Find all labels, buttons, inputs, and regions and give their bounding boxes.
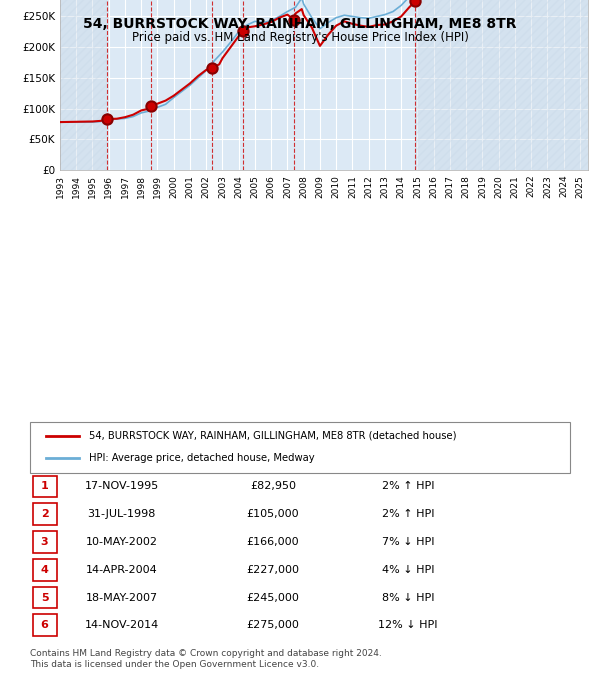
Text: 4: 4 [41, 565, 49, 575]
Text: 2: 2 [41, 509, 49, 520]
Text: £105,000: £105,000 [247, 509, 299, 520]
Text: 8% ↓ HPI: 8% ↓ HPI [382, 592, 434, 602]
Point [239, 25, 248, 36]
Text: £227,000: £227,000 [247, 565, 299, 575]
Text: 54, BURRSTOCK WAY, RAINHAM, GILLINGHAM, ME8 8TR: 54, BURRSTOCK WAY, RAINHAM, GILLINGHAM, … [83, 17, 517, 31]
FancyBboxPatch shape [33, 475, 57, 497]
Text: 6: 6 [41, 620, 49, 630]
Text: £166,000: £166,000 [247, 537, 299, 547]
Text: 2% ↑ HPI: 2% ↑ HPI [382, 481, 434, 492]
Text: 4% ↓ HPI: 4% ↓ HPI [382, 565, 434, 575]
Text: 31-JUL-1998: 31-JUL-1998 [88, 509, 156, 520]
Text: £275,000: £275,000 [247, 620, 299, 630]
Point [289, 14, 298, 25]
FancyBboxPatch shape [30, 422, 570, 473]
Text: 5: 5 [41, 592, 49, 602]
Text: £82,950: £82,950 [250, 481, 296, 492]
FancyBboxPatch shape [33, 503, 57, 525]
Text: 3: 3 [41, 537, 49, 547]
FancyBboxPatch shape [33, 531, 57, 553]
Text: Contains HM Land Registry data © Crown copyright and database right 2024.
This d: Contains HM Land Registry data © Crown c… [30, 649, 382, 669]
Text: Price paid vs. HM Land Registry's House Price Index (HPI): Price paid vs. HM Land Registry's House … [131, 31, 469, 44]
Text: 1: 1 [41, 481, 49, 492]
Text: £245,000: £245,000 [247, 592, 299, 602]
Text: 18-MAY-2007: 18-MAY-2007 [86, 592, 158, 602]
Point [146, 100, 155, 111]
Text: 54, BURRSTOCK WAY, RAINHAM, GILLINGHAM, ME8 8TR (detached house): 54, BURRSTOCK WAY, RAINHAM, GILLINGHAM, … [89, 431, 457, 441]
Point [410, 0, 420, 7]
Text: 14-APR-2004: 14-APR-2004 [86, 565, 158, 575]
Text: 17-NOV-1995: 17-NOV-1995 [85, 481, 159, 492]
Text: 14-NOV-2014: 14-NOV-2014 [85, 620, 159, 630]
Point [207, 63, 217, 73]
Bar [415, 0, 588, 170]
Point [102, 114, 112, 124]
FancyBboxPatch shape [33, 559, 57, 581]
Text: 10-MAY-2002: 10-MAY-2002 [86, 537, 158, 547]
Text: 7% ↓ HPI: 7% ↓ HPI [382, 537, 434, 547]
Text: 2% ↑ HPI: 2% ↑ HPI [382, 509, 434, 520]
Bar [60, 0, 107, 170]
Text: HPI: Average price, detached house, Medway: HPI: Average price, detached house, Medw… [89, 454, 315, 463]
FancyBboxPatch shape [33, 587, 57, 609]
Text: 12% ↓ HPI: 12% ↓ HPI [378, 620, 438, 630]
FancyBboxPatch shape [33, 615, 57, 636]
